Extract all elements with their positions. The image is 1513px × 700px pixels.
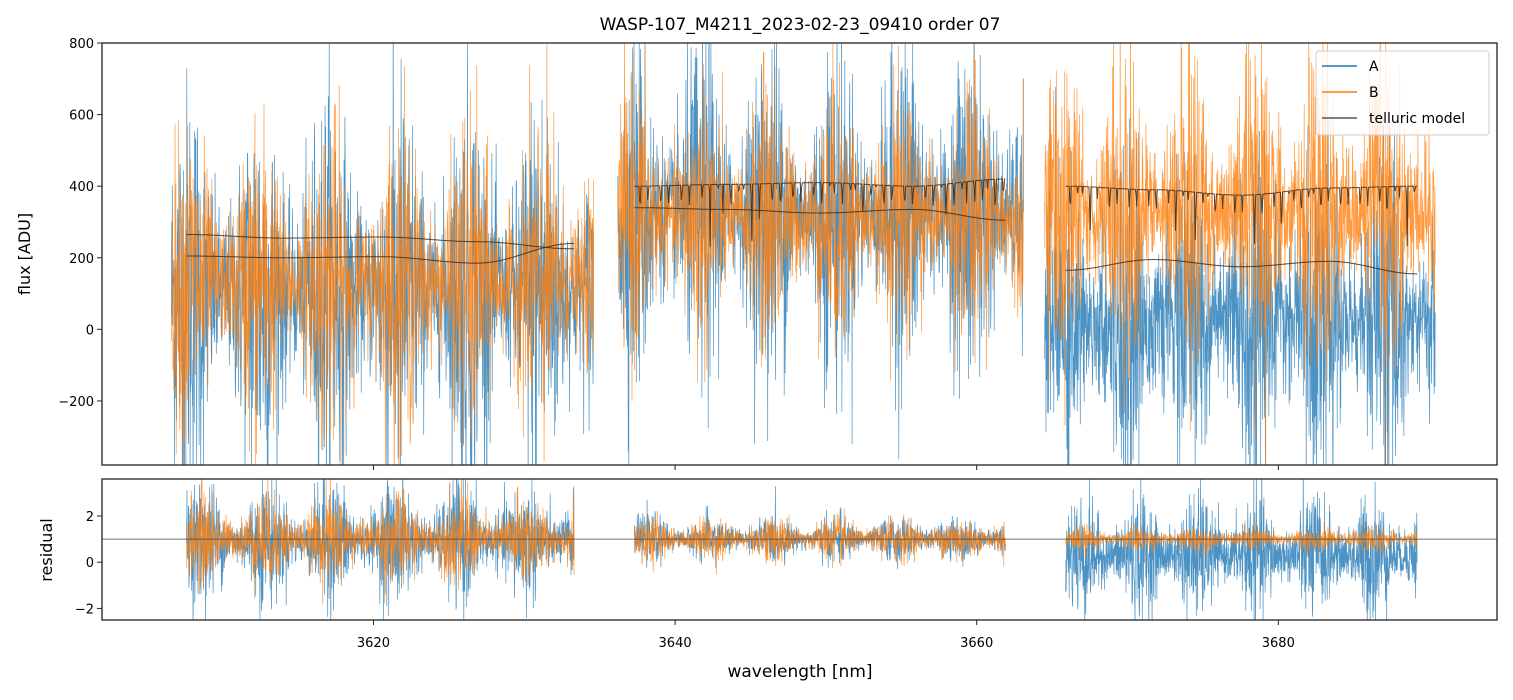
y-tick-label: 2	[86, 510, 94, 525]
y-tick-label: −2	[75, 602, 94, 617]
y-tick-label: 600	[69, 109, 94, 124]
chart-title: WASP-107_M4211_2023-02-23_09410 order 07	[600, 15, 1001, 35]
flux-plot-area	[171, 43, 1436, 465]
y-tick-label: −200	[58, 395, 94, 410]
x-tick-label: 3620	[357, 636, 390, 651]
telluric-model-segment-3-B	[1065, 259, 1418, 275]
y-axis-label-flux: flux [ADU]	[15, 213, 34, 295]
y-tick-label: 0	[86, 323, 94, 338]
y-tick-label: 400	[69, 180, 94, 195]
telluric-model-segment-1-A	[186, 234, 574, 250]
series-B-segment-2	[634, 508, 1006, 575]
series-B-segment-3	[1065, 520, 1418, 560]
flux-axes-frame	[101, 42, 1498, 466]
residual-axes-frame	[101, 478, 1498, 621]
telluric-model-segment-2-B	[634, 207, 1006, 221]
series-A-segment-3	[1044, 86, 1436, 465]
series-A-segment-3	[1065, 479, 1418, 620]
telluric-model-segment-3-A	[1065, 185, 1418, 247]
y-tick-label: 0	[86, 556, 94, 571]
series-B-segment-2	[617, 43, 1024, 402]
x-tick-label: 3640	[659, 636, 692, 651]
legend-label: A	[1369, 59, 1379, 75]
telluric-model-segment-1-B	[186, 242, 574, 264]
x-axis-label: wavelength [nm]	[727, 662, 872, 682]
residual-panel: −2 0 2 3620 3640 3660 3680	[75, 478, 1498, 651]
legend-label: telluric model	[1369, 111, 1465, 127]
series-B-segment-1	[186, 479, 575, 605]
residual-plot-area	[102, 479, 1497, 620]
legend-box	[1315, 50, 1490, 136]
series-B-segment-3	[1044, 43, 1436, 465]
series-B-segment-1	[171, 44, 594, 465]
y-tick-label: 800	[69, 37, 94, 52]
x-tick-label: 3660	[960, 636, 993, 651]
x-tick-label: 3680	[1262, 636, 1295, 651]
y-axis-label-residual: residual	[37, 518, 56, 581]
telluric-model-segment-2-A	[634, 178, 1006, 248]
legend-label: B	[1369, 85, 1379, 101]
y-tick-label: 200	[69, 252, 94, 267]
series-A-segment-2	[634, 486, 1006, 570]
